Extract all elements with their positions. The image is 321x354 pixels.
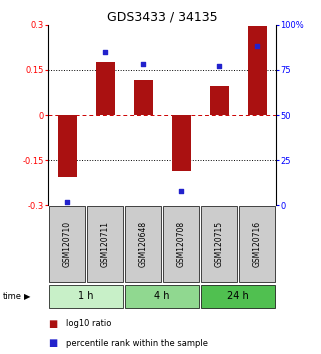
FancyBboxPatch shape bbox=[239, 206, 275, 282]
Point bbox=[178, 188, 184, 194]
Title: GDS3433 / 34135: GDS3433 / 34135 bbox=[107, 11, 217, 24]
Bar bbox=[134, 80, 152, 115]
Bar bbox=[96, 62, 115, 115]
Bar bbox=[210, 86, 229, 115]
Text: GSM120716: GSM120716 bbox=[253, 221, 262, 267]
Text: 1 h: 1 h bbox=[78, 291, 94, 301]
FancyBboxPatch shape bbox=[87, 206, 123, 282]
Point bbox=[216, 63, 221, 69]
Text: ▶: ▶ bbox=[24, 292, 30, 301]
FancyBboxPatch shape bbox=[49, 206, 85, 282]
Text: 4 h: 4 h bbox=[154, 291, 170, 301]
Text: 24 h: 24 h bbox=[227, 291, 249, 301]
FancyBboxPatch shape bbox=[49, 285, 123, 308]
FancyBboxPatch shape bbox=[201, 206, 237, 282]
FancyBboxPatch shape bbox=[125, 285, 199, 308]
Point bbox=[141, 62, 146, 67]
Point bbox=[255, 44, 260, 49]
Text: ■: ■ bbox=[48, 338, 57, 348]
Text: time: time bbox=[3, 292, 22, 301]
Text: GSM120648: GSM120648 bbox=[139, 221, 148, 267]
FancyBboxPatch shape bbox=[201, 285, 275, 308]
Text: GSM120715: GSM120715 bbox=[214, 221, 224, 267]
Text: GSM120708: GSM120708 bbox=[177, 221, 186, 267]
Text: percentile rank within the sample: percentile rank within the sample bbox=[66, 339, 208, 348]
Bar bbox=[172, 115, 191, 171]
Text: ■: ■ bbox=[48, 319, 57, 329]
Point bbox=[65, 199, 70, 205]
Text: GSM120710: GSM120710 bbox=[63, 221, 72, 267]
FancyBboxPatch shape bbox=[125, 206, 161, 282]
Bar bbox=[58, 115, 77, 177]
Point bbox=[102, 49, 108, 55]
FancyBboxPatch shape bbox=[163, 206, 199, 282]
Bar bbox=[247, 26, 266, 115]
Text: GSM120711: GSM120711 bbox=[100, 221, 110, 267]
Text: log10 ratio: log10 ratio bbox=[66, 319, 111, 329]
